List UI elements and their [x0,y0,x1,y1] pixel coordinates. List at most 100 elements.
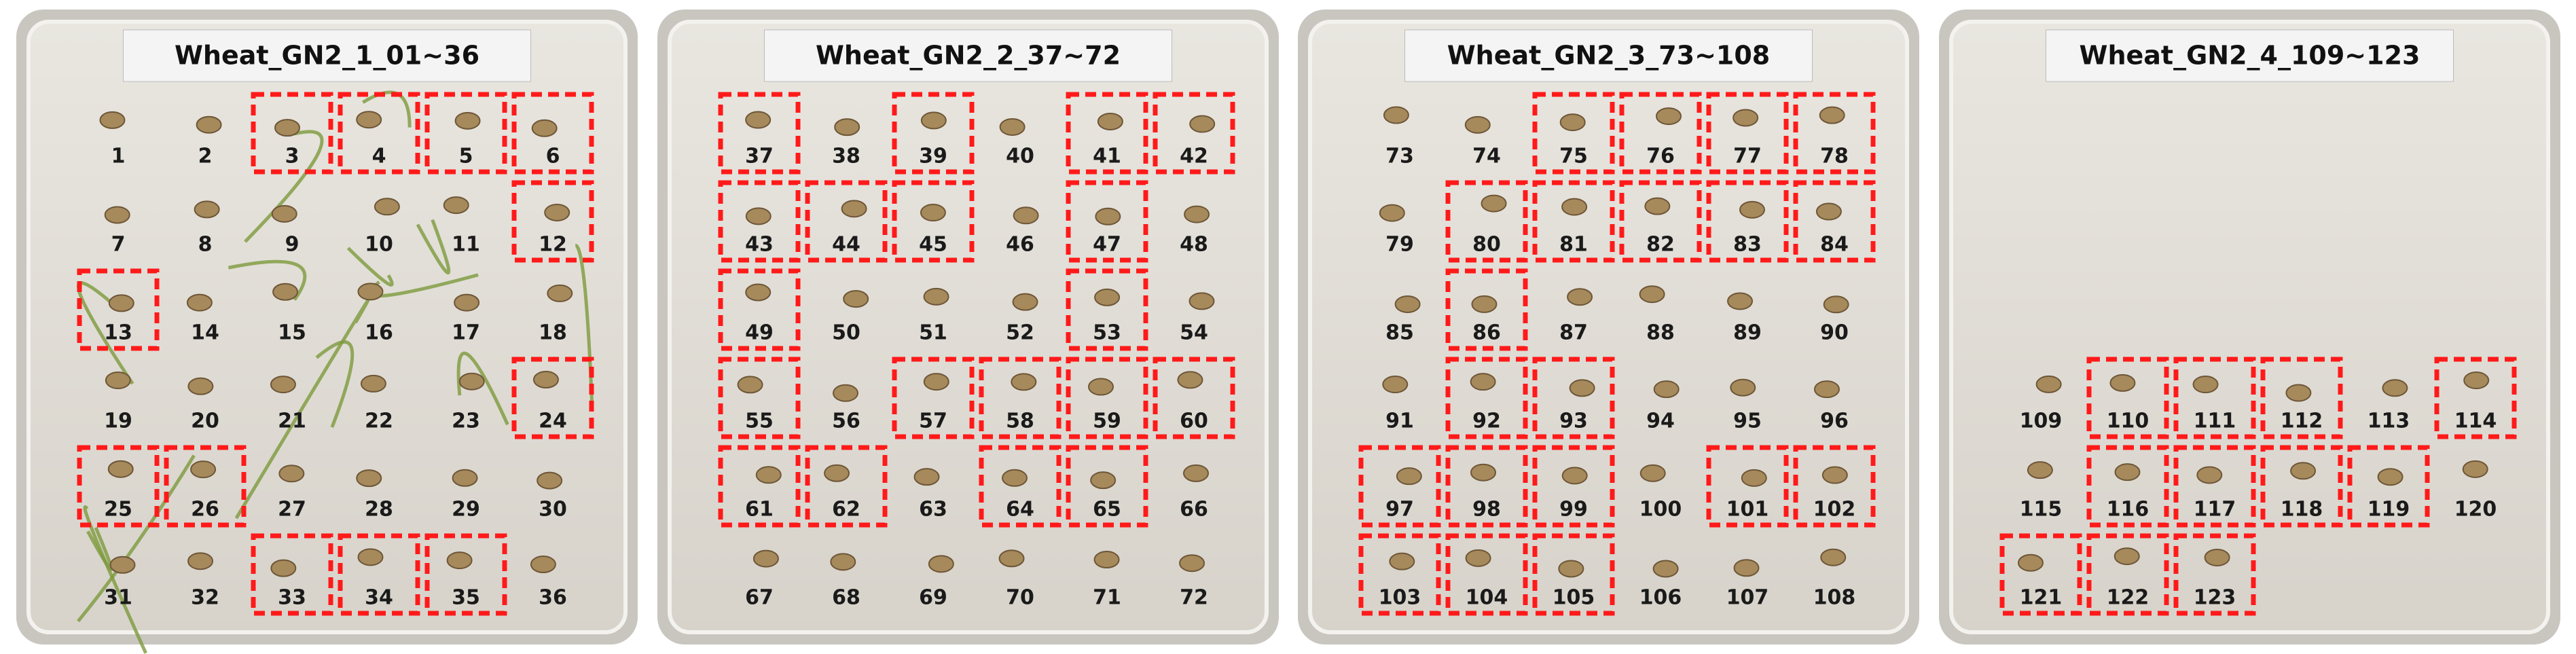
cell-number: 111 [2194,410,2236,433]
marked-box [718,92,801,175]
seed [1379,204,1405,222]
dish-inner [668,20,1269,634]
cell-number: 5 [459,145,473,168]
seed [737,376,763,394]
marked-box [424,92,507,175]
marked-box [1066,268,1148,351]
cell-number: 31 [104,586,132,610]
cell-number: 47 [1093,233,1121,257]
title-box [123,29,531,82]
marked-box [1066,92,1148,175]
cell-number: 72 [1180,586,1208,610]
seed [1639,464,1666,482]
marked-box [2086,357,2169,439]
cell-number: 54 [1180,321,1208,345]
cell-number: 32 [191,586,219,610]
cell-number: 24 [539,410,567,433]
cell-number: 1 [111,145,126,168]
seed [356,111,382,129]
cell-number: 30 [539,498,567,522]
seed [186,293,213,312]
cell-number: 50 [832,321,860,345]
seed [1481,194,1507,213]
seed [454,111,481,130]
seed [1656,107,1682,126]
cell-number: 107 [1726,586,1769,610]
cell-number: 98 [1472,498,1501,522]
cell-number: 8 [198,233,213,257]
seed [1011,373,1037,391]
cell-number: 18 [539,321,567,345]
cell-number: 117 [2194,498,2236,522]
marked-box [2434,357,2517,439]
seed [356,469,382,488]
cell-number: 91 [1385,410,1414,433]
dish-panel: Wheat_GN2_3_73~108 73 74 75 76 77 78 79 80 81 82 83… [1298,10,1919,644]
marked-box [1445,268,1528,351]
seed [1184,205,1210,223]
cell-number: 39 [919,145,947,168]
cell-number: 78 [1820,145,1849,168]
seed [270,559,297,577]
seed [923,373,949,391]
seed [920,111,947,130]
seed [833,384,859,402]
cell-number: 23 [452,410,480,433]
marked-box [1532,357,1615,439]
seed [1644,197,1671,215]
seed [745,283,772,302]
seed [537,471,563,490]
marked-box [2173,445,2256,528]
cell-number: 103 [1379,586,1421,610]
marked-box [2173,533,2256,616]
cell-number: 63 [919,498,947,522]
cell-number: 9 [285,233,300,257]
seedling [83,505,147,654]
marked-box [1793,445,1876,528]
seed [1819,106,1845,124]
cell-number: 62 [832,498,860,522]
cell-number: 97 [1385,498,1414,522]
cell-number: 108 [1813,586,1856,610]
seed [187,552,214,570]
marked-box [251,533,333,616]
seed [1733,559,1760,577]
cell-number: 53 [1093,321,1121,345]
marked-box [1153,92,1235,175]
marked-box [1532,180,1615,263]
marked-box [511,92,594,175]
seed [108,294,134,312]
cell-number: 101 [1726,498,1769,522]
dish-inner [1949,20,2550,634]
cell-number: 106 [1639,586,1682,610]
cell-number: 49 [745,321,774,345]
seed [2114,463,2141,482]
seed [1094,288,1121,306]
marked-box [1445,180,1528,263]
seed [1741,469,1767,487]
cell-number: 56 [832,410,860,433]
cell-number: 99 [1559,498,1588,522]
seed [913,468,940,486]
marked-box [1066,445,1148,528]
marked-box [1153,357,1235,439]
cell-number: 26 [191,498,219,522]
seed [2285,384,2312,402]
cell-number: 17 [452,321,480,345]
seed [2463,371,2490,390]
seed [1653,380,1680,399]
marked-box [1532,533,1615,616]
cell-number: 20 [191,410,219,433]
marked-box [77,445,160,528]
seed [2114,547,2140,566]
marked-box [979,445,1062,528]
cell-number: 33 [278,586,306,610]
cell-number: 79 [1385,233,1414,257]
cell-number: 119 [2368,498,2410,522]
seed [446,551,473,570]
cell-number: 7 [111,233,126,257]
seed [2290,462,2317,480]
marked-box [1066,357,1148,439]
marked-box [2260,445,2343,528]
seed [2382,379,2408,397]
